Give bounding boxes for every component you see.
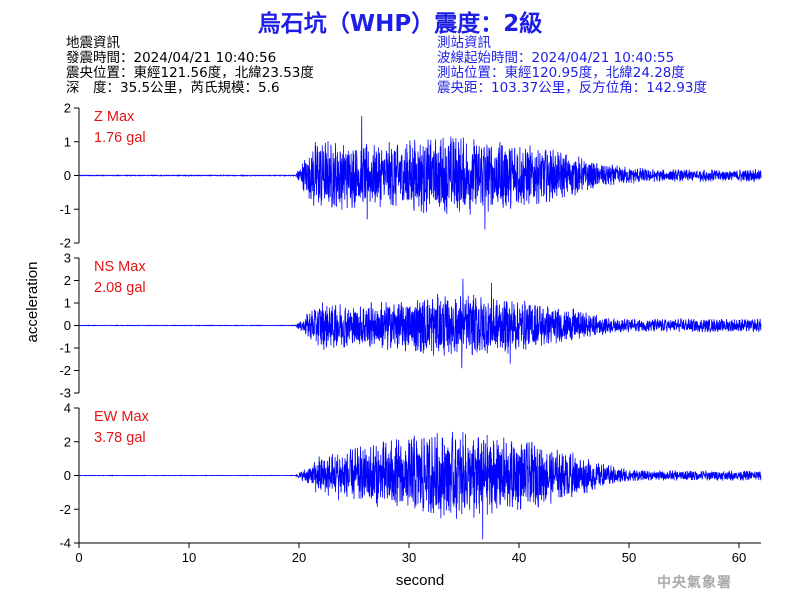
y-tick-label: 0 xyxy=(64,168,71,183)
x-axis-label: second xyxy=(396,572,444,589)
max-value-z: 1.76 gal xyxy=(94,130,146,146)
y-tick-label: 1 xyxy=(64,134,71,149)
station-info: 測站資訊 波線起始時間：2024/04/21 10:40:55 測站位置：東經120… xyxy=(437,36,707,96)
y-tick-label: 2 xyxy=(64,434,71,449)
x-tick-label: 50 xyxy=(622,550,636,565)
x-tick-label: 20 xyxy=(292,550,306,565)
y-tick-label: -2 xyxy=(59,502,71,517)
y-tick-label: -2 xyxy=(59,363,71,378)
waveform-z xyxy=(78,116,762,230)
station-info-heading: 測站資訊 xyxy=(437,35,491,51)
epicenter-location: 震央位置：東經121.56度，北緯23.53度 xyxy=(66,65,314,81)
max-value-ns: 2.08 gal xyxy=(94,280,146,296)
earthquake-info: 地震資訊 發震時間：2024/04/21 10:40:56 震央位置：東經121.5… xyxy=(66,36,314,96)
y-tick-label: -1 xyxy=(59,202,71,217)
wave-start-time: 波線起始時間：2024/04/21 10:40:55 xyxy=(437,50,675,66)
y-tick-label: 4 xyxy=(64,401,71,416)
y-tick-label: 0 xyxy=(64,468,71,483)
agency-credit: 中央氣象署 xyxy=(657,575,732,591)
depth-magnitude: 深 度：35.5公里，芮氏規模：5.6 xyxy=(66,80,280,96)
x-tick-label: 0 xyxy=(75,550,82,565)
y-tick-label: -3 xyxy=(59,386,71,401)
max-label-ns: NS Max xyxy=(94,259,146,275)
max-label-ew: EW Max xyxy=(94,409,150,425)
x-tick-label: 40 xyxy=(512,550,526,565)
max-value-ew: 3.78 gal xyxy=(94,430,146,446)
origin-time: 發震時間：2024/04/21 10:40:56 xyxy=(66,50,277,66)
y-tick-label: -1 xyxy=(59,341,71,356)
distance-azimuth: 震央距：103.37公里，反方位角：142.93度 xyxy=(437,80,707,96)
max-label-z: Z Max xyxy=(94,109,135,125)
earthquake-info-heading: 地震資訊 xyxy=(66,35,120,51)
y-tick-label: 0 xyxy=(64,318,71,333)
page-title: 烏石坑（WHP）震度：2級 xyxy=(257,11,543,37)
y-tick-label: -2 xyxy=(59,236,71,251)
x-tick-label: 60 xyxy=(732,550,746,565)
y-axis-label: acceleration xyxy=(24,262,41,343)
waveform-ns xyxy=(79,278,762,369)
y-tick-label: 3 xyxy=(64,251,71,266)
station-location: 測站位置：東經120.95度，北緯24.28度 xyxy=(437,65,685,81)
y-tick-label: 1 xyxy=(64,296,71,311)
x-tick-label: 10 xyxy=(182,550,196,565)
y-tick-label: -4 xyxy=(59,536,71,551)
y-tick-label: 2 xyxy=(64,101,71,116)
waveform-ew xyxy=(78,431,762,540)
x-tick-label: 30 xyxy=(402,550,416,565)
y-tick-label: 2 xyxy=(64,273,71,288)
